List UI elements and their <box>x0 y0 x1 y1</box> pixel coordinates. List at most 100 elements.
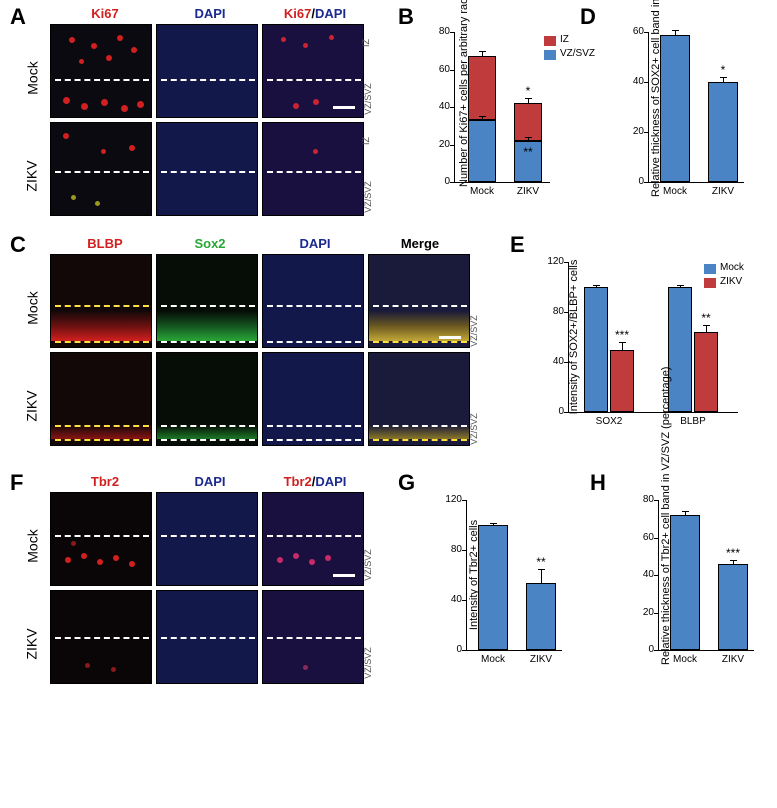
legend-vz-text: VZ/SVZ <box>560 48 595 59</box>
panel-f-col2: DAPI <box>160 474 260 489</box>
err-cap <box>538 569 545 570</box>
sig: ** <box>526 555 556 569</box>
merge-dot <box>309 559 315 565</box>
err-cap <box>479 51 486 52</box>
tick <box>644 182 648 183</box>
tbr2-dot <box>85 663 90 668</box>
sox2-band <box>157 425 257 439</box>
band-bot <box>55 439 149 441</box>
panel-c-col2: Sox2 <box>160 236 260 251</box>
bar-vzsvz <box>468 120 496 182</box>
tick-label: 60 <box>630 532 654 543</box>
panel-c-mock-merge <box>368 254 470 348</box>
panel-c-zikv-sox2 <box>156 352 258 446</box>
zone-boundary <box>55 171 149 173</box>
bar <box>610 350 634 413</box>
tick <box>462 550 466 551</box>
sig: *** <box>610 328 634 342</box>
ki67-dot <box>117 35 123 41</box>
chart-d: 0204060Relative thickness of SOX2+ cell … <box>592 26 762 216</box>
chart-e: 04080120Intensity of SOX2+/BLBP+ cellsMo… <box>520 256 760 446</box>
tick-label: 40 <box>620 76 644 87</box>
chart-b: 020406080Number of Ki67+ cells per arbit… <box>406 26 566 216</box>
tbr2-dot <box>65 557 71 563</box>
panel-a-row-zikv: ZIKV <box>24 160 40 191</box>
y-axis <box>648 32 649 182</box>
x-label: ZIKV <box>714 654 752 665</box>
merge-dot <box>277 557 283 563</box>
band-top <box>373 305 467 307</box>
tbr2-dot <box>81 553 87 559</box>
tbr2-dot <box>71 541 76 546</box>
ki67-dot <box>71 195 76 200</box>
bar <box>526 583 556 651</box>
tick-label: 0 <box>438 644 462 655</box>
region-vzsvz2: VZ/SVZ <box>363 181 373 213</box>
panel-e-label: E <box>510 232 525 258</box>
panel-c-zikv-dapi <box>262 352 364 446</box>
panel-c-col3: DAPI <box>265 236 365 251</box>
bar <box>718 564 748 650</box>
panel-c-col1: BLBP <box>55 236 155 251</box>
zone-boundary <box>161 637 255 639</box>
tick <box>450 107 454 108</box>
sig: ** <box>514 145 542 159</box>
region-c-vzsvz2: VZ/SVZ <box>469 413 479 445</box>
panel-f-mock-merge <box>262 492 364 586</box>
sig: * <box>708 63 738 77</box>
legend-box <box>704 278 716 288</box>
tbr2-dot <box>129 561 135 567</box>
tick-label: 120 <box>538 256 564 267</box>
x-axis <box>658 650 754 651</box>
panel-a-mock-merge <box>262 24 364 118</box>
legend-vz <box>544 50 556 60</box>
tbr2-dot <box>97 559 103 565</box>
dapi-label: DAPI <box>194 6 225 21</box>
err-cap <box>525 98 532 99</box>
band-top <box>55 425 149 427</box>
legend-iz <box>544 36 556 46</box>
merge-dot <box>313 99 319 105</box>
band-bot <box>55 341 149 343</box>
tick-label: 40 <box>630 569 654 580</box>
err-cap <box>619 342 626 343</box>
zone-boundary <box>55 79 149 81</box>
panel-f-zikv-dapi <box>156 590 258 684</box>
zone-boundary <box>55 535 149 537</box>
region-iz: IZ <box>361 39 371 47</box>
x-label: BLBP <box>668 416 718 427</box>
x-label: Mock <box>666 654 704 665</box>
y-axis <box>658 500 659 650</box>
merge-dot <box>281 37 286 42</box>
tick-label: 80 <box>630 494 654 505</box>
err-cap <box>490 523 497 524</box>
merge-dot <box>293 103 299 109</box>
x-label: Mock <box>656 186 694 197</box>
panel-f-col3: Tbr2/DAPI <box>265 474 365 489</box>
tick <box>450 32 454 33</box>
tick <box>450 145 454 146</box>
panel-a-col3: Ki67/DAPI <box>265 6 365 21</box>
zone-boundary <box>267 171 361 173</box>
err-cap <box>677 285 684 286</box>
legend-text: Mock <box>720 262 744 273</box>
panel-a-mock-ki67 <box>50 24 152 118</box>
merge-dot <box>293 553 299 559</box>
band-top <box>267 305 361 307</box>
bar <box>708 82 738 182</box>
err-cap <box>703 325 710 326</box>
ki67-dot <box>79 59 84 64</box>
x-label: ZIKV <box>704 186 742 197</box>
region-vzsvz: VZ/SVZ <box>363 83 373 115</box>
err-cap <box>682 511 689 512</box>
region-f-vzsvz: VZ/SVZ <box>363 549 373 581</box>
zone-boundary <box>55 637 149 639</box>
tick-label: 80 <box>538 306 564 317</box>
ki67-dot <box>121 105 128 112</box>
panel-f-label: F <box>10 470 23 496</box>
y-label: Intensity of SOX2+/BLBP+ cells <box>568 257 580 417</box>
tick <box>644 32 648 33</box>
tick <box>644 132 648 133</box>
y-axis <box>466 500 467 650</box>
panel-h-label: H <box>590 470 606 496</box>
